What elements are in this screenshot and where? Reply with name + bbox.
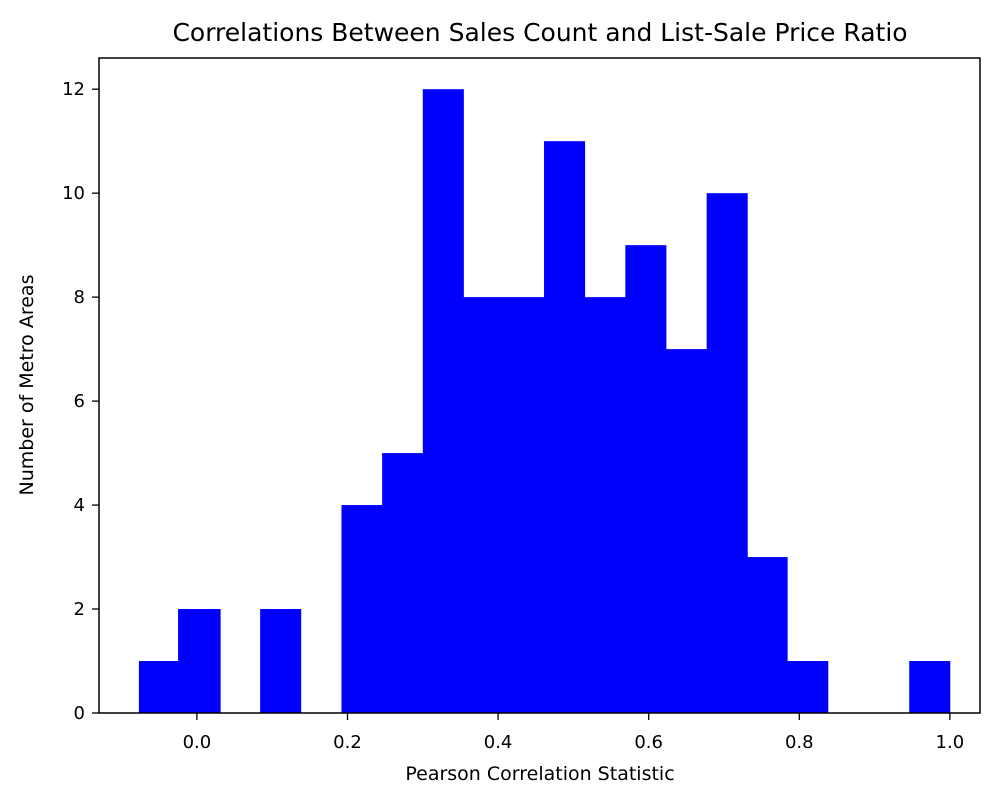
y-tick-label: 12	[62, 79, 85, 100]
histogram-bar-8	[463, 297, 504, 713]
histogram-bar-6	[382, 453, 424, 713]
plot-frame	[98, 57, 981, 714]
histogram-bar-1	[178, 609, 221, 713]
histogram-bar-0	[138, 661, 179, 713]
x-tick-label: 1.0	[936, 732, 965, 753]
y-tick-label: 4	[74, 495, 85, 516]
histogram-bar-19	[909, 661, 951, 713]
x-tick-label: 0.2	[333, 732, 362, 753]
x-tick-label: 0.4	[484, 732, 513, 753]
histogram-bar-11	[584, 297, 626, 713]
histogram-bar-5	[341, 505, 383, 713]
histogram-bar-14	[706, 193, 748, 713]
y-tick-label: 10	[62, 183, 85, 204]
y-tick-label: 0	[74, 703, 85, 724]
x-tick-label: 0.0	[183, 732, 212, 753]
histogram-bar-7	[422, 89, 464, 713]
chart-title: Correlations Between Sales Count and Lis…	[172, 18, 907, 47]
bars-group	[138, 89, 951, 714]
histogram-bar-9	[503, 297, 545, 713]
histogram-bar-15	[747, 557, 788, 713]
y-tick-label: 8	[74, 287, 85, 308]
x-axis-ticks: 0.0 0.2 0.4 0.6 0.8 1.0	[183, 713, 965, 753]
histogram-bar-13	[666, 349, 708, 713]
histogram-bar-3	[260, 609, 302, 713]
histogram-bar-12	[625, 245, 667, 713]
x-tick-label: 0.8	[785, 732, 814, 753]
y-axis-label: Number of Metro Areas	[16, 275, 38, 496]
histogram-bar-10	[544, 141, 586, 714]
x-axis-label: Pearson Correlation Statistic	[405, 763, 674, 785]
y-tick-label: 6	[74, 391, 85, 412]
x-tick-label: 0.6	[634, 732, 663, 753]
y-axis-ticks: 0 2 4 6 8 10 12	[62, 79, 99, 724]
y-tick-label: 2	[74, 599, 85, 620]
histogram-bar-16	[787, 661, 829, 713]
